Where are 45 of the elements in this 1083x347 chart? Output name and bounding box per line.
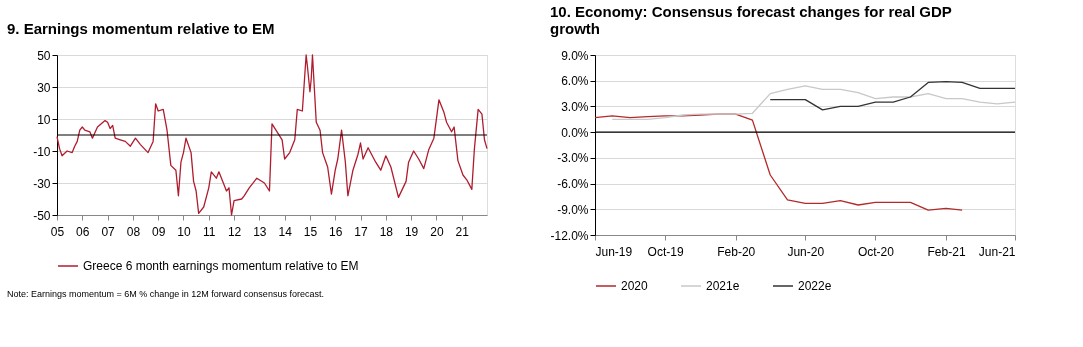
y-tick-label: -6.0% bbox=[557, 177, 589, 192]
text: Note: Earnings momentum = 6M % change in 12M forward consensus forecast. bbox=[7, 289, 324, 299]
y-tick-label: -3.0% bbox=[557, 151, 589, 166]
x-tick-label: Jun-20 bbox=[787, 244, 825, 259]
x-tick-label: Oct-20 bbox=[857, 244, 895, 259]
y-tick-label: 30 bbox=[37, 80, 51, 95]
x-tick-label: Jun-21 bbox=[978, 244, 1016, 259]
y-tick-label: -50 bbox=[33, 208, 51, 223]
x-tick-label: Feb-20 bbox=[717, 244, 756, 259]
legend-label: 2022e bbox=[798, 279, 832, 293]
x-tick-label: 09 bbox=[152, 224, 166, 239]
x-tick-label: 11 bbox=[203, 224, 216, 239]
x-tick-label: Jun-19 bbox=[595, 244, 633, 259]
chart-title: 10. Economy: Consensus forecast changes for real GDP growth bbox=[549, 3, 952, 37]
x-tick-label: 06 bbox=[76, 224, 90, 239]
x-tick-label: 21 bbox=[455, 224, 470, 239]
chart-title: 9. Earnings momentum relative to EM bbox=[7, 20, 275, 37]
x-tick-label: 17 bbox=[354, 224, 369, 239]
x-tick-label: Feb-21 bbox=[927, 244, 966, 259]
y-tick-label: -12.0% bbox=[550, 228, 589, 243]
x-tick-label: 07 bbox=[101, 224, 116, 239]
legend-label: 2020 bbox=[621, 279, 649, 293]
y-tick-label: 3.0% bbox=[561, 99, 589, 114]
x-tick-label: Oct-19 bbox=[647, 244, 684, 259]
x-tick-label: 15 bbox=[303, 224, 318, 239]
y-tick-label: 50 bbox=[37, 48, 51, 63]
y-tick-label: 10 bbox=[37, 112, 51, 127]
legend-label: 2021e bbox=[706, 279, 740, 293]
x-tick-label: 18 bbox=[379, 224, 394, 239]
x-tick-label: 19 bbox=[404, 224, 419, 239]
y-tick-label: 9.0% bbox=[561, 48, 589, 63]
y-tick-label: -30 bbox=[33, 176, 51, 191]
legend-label: Greece 6 month earnings momentum relative to EM bbox=[83, 259, 359, 273]
x-tick-label: 13 bbox=[253, 224, 267, 239]
x-tick-label: 20 bbox=[430, 224, 444, 239]
y-tick-label: -9.0% bbox=[557, 202, 589, 217]
x-tick-label: 10 bbox=[177, 224, 191, 239]
y-tick-label: -10 bbox=[33, 144, 51, 159]
y-tick-label: 0.0% bbox=[561, 125, 589, 140]
x-tick-label: 08 bbox=[126, 224, 141, 239]
x-tick-label: 05 bbox=[50, 224, 65, 239]
x-tick-label: 14 bbox=[278, 224, 293, 239]
x-tick-label: 16 bbox=[329, 224, 343, 239]
y-tick-label: 6.0% bbox=[561, 74, 589, 89]
x-tick-label: 12 bbox=[227, 224, 242, 239]
